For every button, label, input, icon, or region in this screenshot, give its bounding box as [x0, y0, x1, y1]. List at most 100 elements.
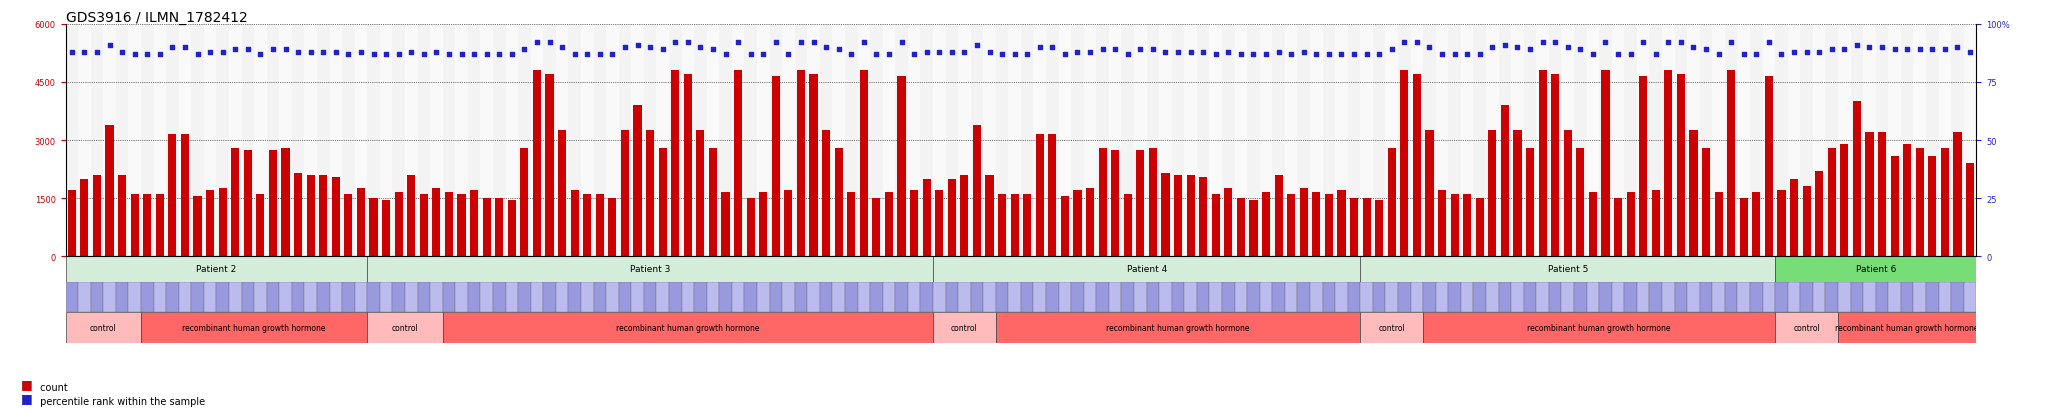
Bar — [694, 282, 707, 312]
Bar — [168, 135, 176, 256]
Point — [1614, 52, 1647, 58]
Bar — [1423, 25, 1436, 256]
Point — [1929, 47, 1962, 54]
Point — [1012, 52, 1044, 58]
Bar — [1878, 133, 1886, 256]
Bar — [166, 282, 178, 312]
Bar — [684, 75, 692, 256]
Bar — [682, 25, 694, 256]
Bar — [1538, 71, 1546, 256]
Bar — [1599, 282, 1612, 312]
Bar — [1323, 25, 1335, 256]
Bar — [819, 25, 831, 256]
Point — [1665, 40, 1698, 47]
Bar — [1589, 193, 1597, 256]
Bar — [483, 199, 492, 256]
Bar — [1511, 25, 1524, 256]
Bar — [797, 71, 805, 256]
Bar — [743, 25, 758, 256]
Bar — [481, 25, 494, 256]
Bar — [1085, 189, 1094, 256]
Bar — [1577, 148, 1585, 256]
Bar — [1083, 282, 1096, 312]
Text: recombinant human growth hormone: recombinant human growth hormone — [1835, 323, 1978, 332]
Bar — [1034, 25, 1047, 256]
Point — [1313, 52, 1346, 58]
Bar — [1524, 282, 1536, 312]
Bar — [707, 25, 719, 256]
Bar — [1311, 282, 1323, 312]
Bar — [1436, 25, 1448, 256]
Bar — [1083, 25, 1096, 256]
Bar — [1776, 312, 1837, 343]
Bar — [1790, 179, 1798, 256]
Bar — [883, 25, 895, 256]
Bar — [1386, 25, 1399, 256]
Bar — [1714, 193, 1722, 256]
Bar — [995, 312, 1360, 343]
Bar — [1954, 133, 1962, 256]
Bar — [1161, 173, 1169, 256]
Point — [1942, 45, 1974, 51]
Bar — [772, 77, 780, 256]
Bar — [119, 176, 127, 256]
Point — [471, 52, 504, 58]
Bar — [393, 282, 406, 312]
Bar — [1665, 71, 1673, 256]
Bar — [1561, 282, 1575, 312]
Bar — [66, 256, 367, 282]
Point — [1778, 49, 1810, 56]
Bar — [1237, 199, 1245, 256]
Bar — [1313, 193, 1321, 256]
Bar — [1851, 25, 1864, 256]
Point — [559, 52, 592, 58]
Bar — [1841, 145, 1849, 256]
Point — [1538, 40, 1571, 47]
Bar — [784, 191, 793, 256]
Text: Patient 2: Patient 2 — [197, 265, 236, 274]
Bar — [1389, 148, 1397, 256]
Bar — [1135, 282, 1147, 312]
Point — [1450, 52, 1483, 58]
Point — [143, 52, 176, 58]
Bar — [1751, 282, 1763, 312]
Bar — [1677, 75, 1686, 256]
Bar — [1413, 75, 1421, 256]
Bar — [154, 25, 166, 256]
Bar — [758, 282, 770, 312]
Point — [1350, 52, 1382, 58]
Point — [1362, 52, 1395, 58]
Bar — [555, 25, 569, 256]
Bar — [442, 25, 455, 256]
Bar — [190, 282, 205, 312]
Bar — [1010, 195, 1018, 256]
Point — [420, 49, 453, 56]
Bar — [1262, 193, 1270, 256]
Bar — [1737, 282, 1751, 312]
Point — [432, 52, 465, 58]
Bar — [518, 282, 530, 312]
Point — [1954, 49, 1987, 56]
Bar — [1073, 191, 1081, 256]
Point — [1262, 49, 1294, 56]
Point — [131, 52, 164, 58]
Bar — [694, 25, 707, 256]
Point — [344, 49, 377, 56]
Bar — [1210, 282, 1223, 312]
Bar — [1827, 148, 1835, 256]
Bar — [696, 131, 705, 256]
Bar — [571, 191, 580, 256]
Bar — [1047, 25, 1059, 256]
Bar — [1800, 282, 1812, 312]
Point — [1753, 40, 1786, 47]
Text: control: control — [90, 323, 117, 332]
Point — [68, 49, 100, 56]
Point — [80, 49, 113, 56]
Point — [92, 43, 125, 49]
Bar — [1438, 191, 1446, 256]
Bar — [342, 282, 354, 312]
Point — [1878, 47, 1911, 54]
Bar — [831, 282, 846, 312]
Bar — [973, 125, 981, 256]
Bar — [68, 191, 76, 256]
